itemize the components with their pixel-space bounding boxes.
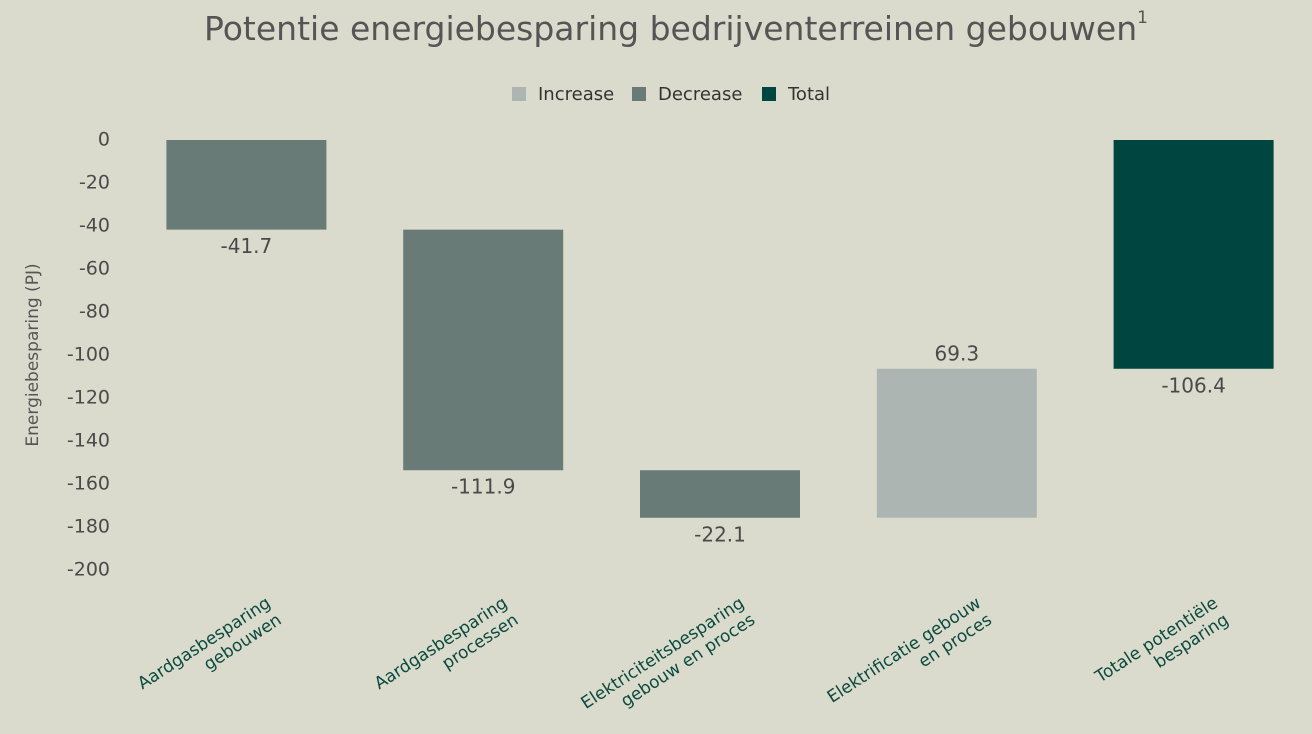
legend-swatch <box>762 87 776 101</box>
y-axis-title: Energiebesparing (PJ) <box>23 263 43 446</box>
y-tick-label: -120 <box>67 387 110 409</box>
y-tick-label: -100 <box>67 344 110 366</box>
y-tick-label: -20 <box>79 172 110 194</box>
bar <box>166 140 327 230</box>
y-tick-label: -40 <box>79 215 110 237</box>
data-label: -111.9 <box>451 475 515 499</box>
data-label: -41.7 <box>221 234 273 258</box>
legend-swatch <box>512 87 526 101</box>
y-tick-label: -60 <box>79 258 110 280</box>
bar <box>1113 140 1274 369</box>
data-label: -22.1 <box>694 522 746 546</box>
bar <box>640 470 800 518</box>
y-tick-label: -200 <box>67 559 110 581</box>
y-tick-label: 0 <box>98 129 110 151</box>
title-superscript: 1 <box>1137 8 1148 28</box>
bar <box>403 229 564 471</box>
legend-label: Total <box>787 84 830 105</box>
data-label: 69.3 <box>935 341 980 365</box>
legend-label: Increase <box>538 84 614 105</box>
title-text: Potentie energiebesparing bedrijventerre… <box>204 9 1137 48</box>
chart-title: Potentie energiebesparing bedrijventerre… <box>204 8 1148 48</box>
legend-label: Decrease <box>658 84 742 105</box>
data-label: -106.4 <box>1161 373 1225 397</box>
legend-swatch <box>632 87 646 101</box>
y-tick-label: -180 <box>67 516 110 538</box>
y-tick-label: -80 <box>79 301 110 323</box>
y-tick-label: -160 <box>67 473 110 495</box>
bar <box>876 368 1037 518</box>
y-tick-label: -140 <box>67 430 110 452</box>
